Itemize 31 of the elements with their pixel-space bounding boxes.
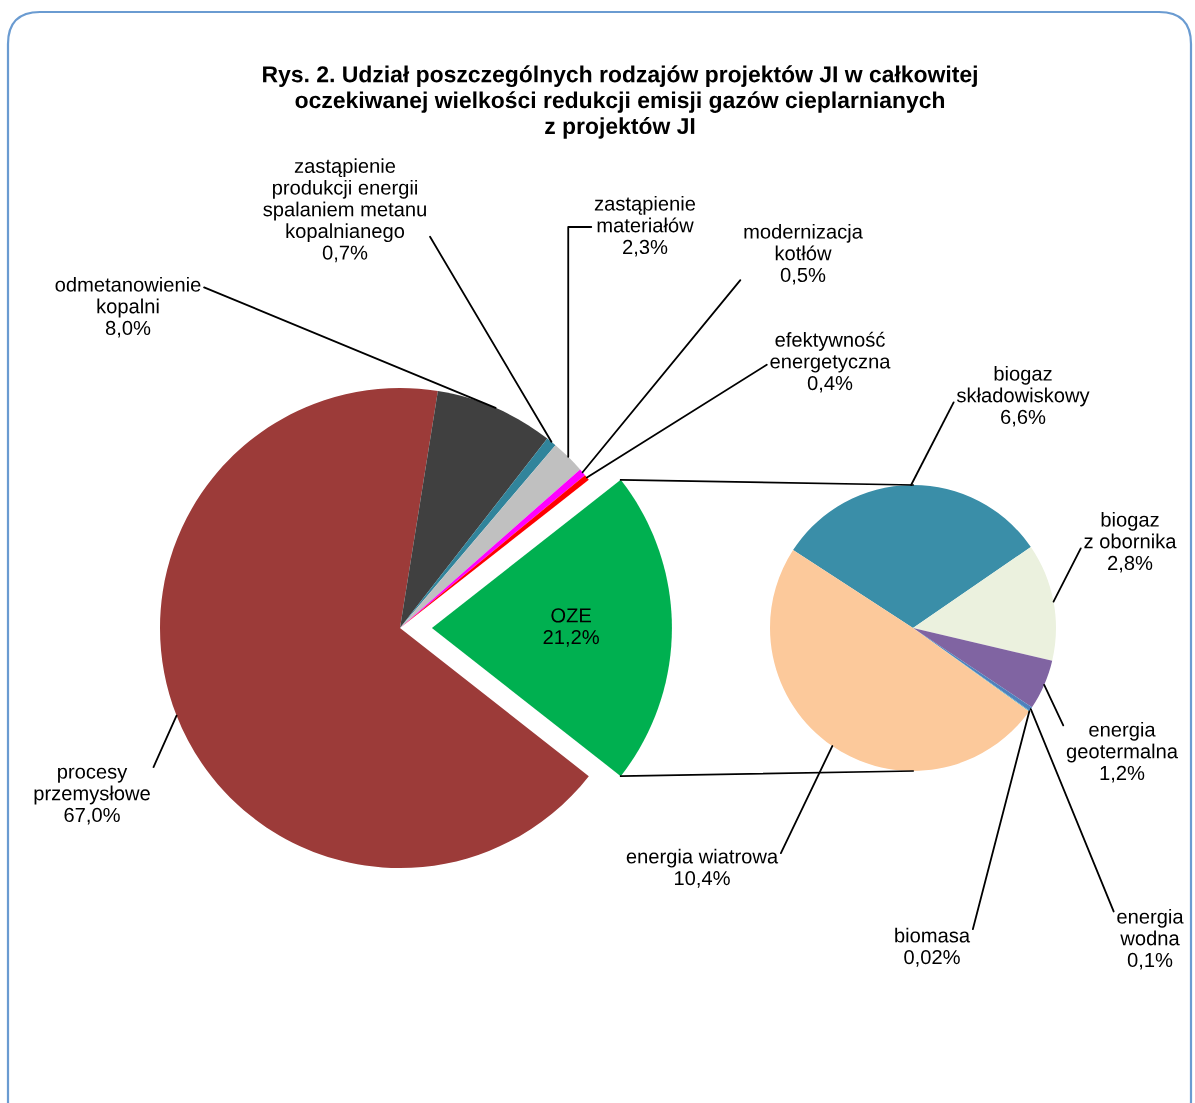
data-label: 8,0% — [105, 320, 151, 338]
data-label: 0,4% — [807, 375, 853, 393]
chart-title: Rys. 2. Udział poszczególnych rodzajów projektów JI w całkowitej oczekiwanej wielkości redukcji emisji gazów cieplarnianych z projektów JI — [263, 65, 977, 139]
pie-slice — [913, 628, 1053, 708]
data-label: 1,2% — [1100, 765, 1145, 783]
slice-label: efektywność energetyczna — [770, 331, 891, 373]
slice-label: biogaz składowiskowy — [956, 365, 1090, 407]
slice-label: OZE — [551, 608, 591, 623]
slice-label: zastąpienie materiałów — [594, 195, 696, 233]
data-label: 0,7% — [322, 245, 368, 263]
slice-label: odmetanowienie kopalni — [55, 276, 201, 318]
data-label: 0,5% — [780, 267, 826, 285]
pie-slice — [770, 550, 1030, 771]
slice-label: biomasa — [895, 927, 971, 943]
slice-label: procesy przemysłowe — [34, 767, 150, 805]
pie-slice — [793, 485, 1031, 628]
data-label: 2,8% — [1108, 555, 1153, 573]
slice-label: zastąpienie produkcji energii spalaniem metanu kopalnianego — [263, 158, 426, 243]
data-label: 21,2% — [543, 629, 599, 647]
data-label: 2,3% — [623, 239, 668, 257]
slice-label: biogaz z obornika — [1084, 511, 1177, 549]
slice-label: energia wiatrowa — [626, 848, 779, 868]
data-label: 10,4% — [674, 870, 730, 888]
slice-label: energia geotermalna — [1066, 721, 1178, 763]
slice-label: energia wodna — [1117, 908, 1184, 946]
data-label: 0,1% — [1127, 952, 1173, 970]
data-label: 0,02% — [904, 949, 960, 967]
pie-slice — [913, 547, 1056, 661]
data-label: 67,0% — [64, 807, 120, 825]
slice-label: modernizacja kotłów — [744, 223, 863, 261]
data-label: 6,6% — [1001, 409, 1046, 427]
